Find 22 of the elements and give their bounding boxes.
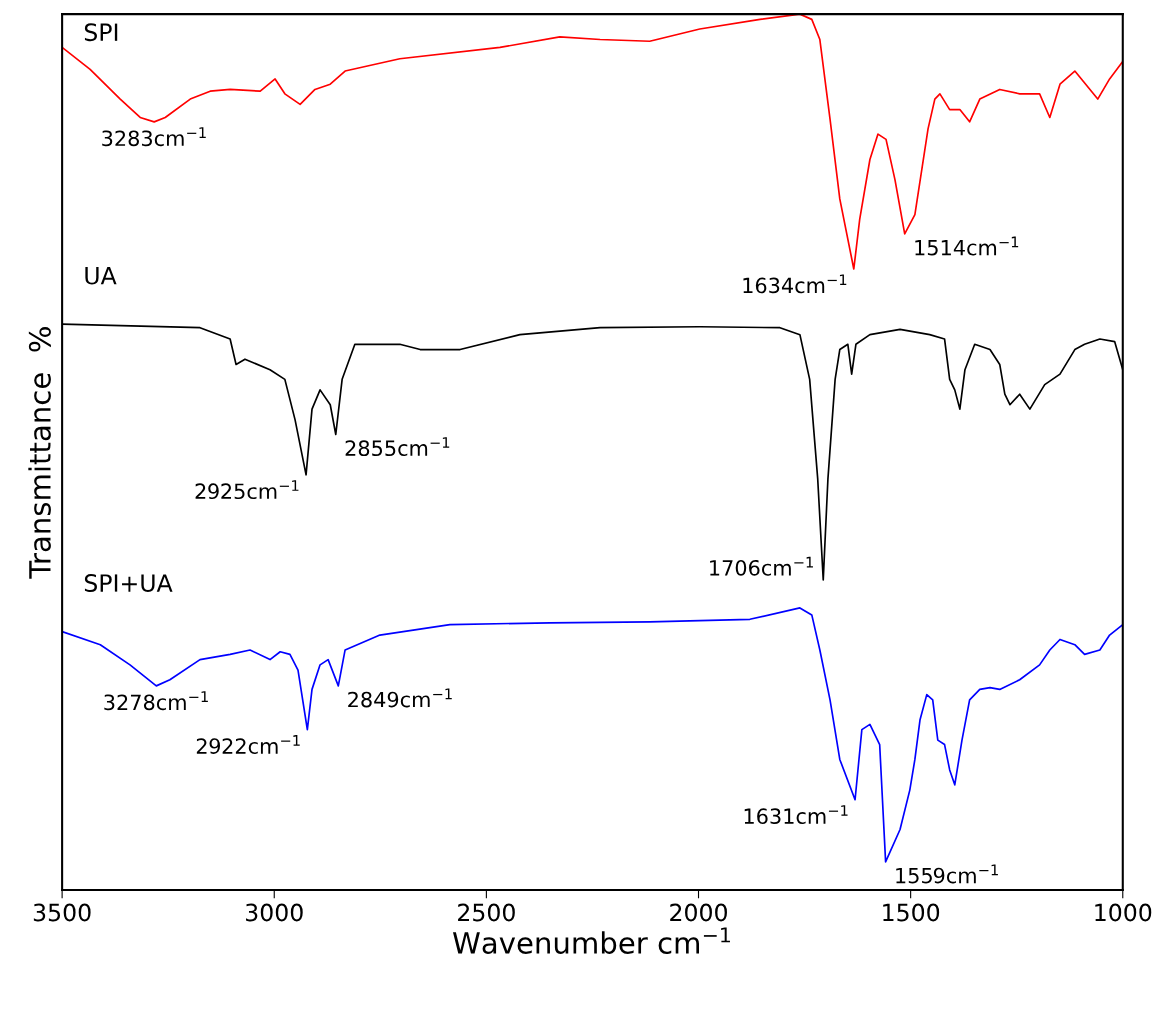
annotation: 1706cm$^{−1}$ — [710, 556, 813, 576]
x-tick-label: 1000 — [1095, 903, 1152, 922]
annotation: 1634cm$^{−1}$ — [743, 274, 847, 294]
annotation: 2849cm$^{−1}$ — [348, 688, 452, 708]
x-axis-title: Wavenumber cm$^{−1}$ — [452, 927, 730, 954]
y-axis-title: Transmittance % — [28, 327, 51, 579]
x-tick-label: 2000 — [670, 903, 727, 922]
annotation: 2855cm$^{−1}$ — [345, 437, 450, 457]
series-label: SPI+UA — [84, 574, 173, 592]
annotation: 1559cm$^{−1}$ — [896, 864, 998, 884]
x-tick-label: 2500 — [458, 903, 515, 922]
annotation: 3278cm$^{−1}$ — [104, 691, 208, 711]
annotation: 1514cm$^{−1}$ — [915, 236, 1019, 256]
x-tick-label: 3500 — [33, 903, 91, 922]
annotation: 1631cm$^{−1}$ — [744, 805, 848, 825]
series-label: SPI — [84, 23, 118, 42]
annotation: 2922cm$^{−1}$ — [196, 735, 300, 754]
x-tick-label: 1500 — [883, 903, 940, 922]
x-tick-label: 3000 — [246, 903, 303, 922]
series-label: UA — [85, 267, 117, 285]
annotation: 2925cm$^{−1}$ — [195, 480, 299, 500]
annotation: 3283cm$^{−1}$ — [102, 127, 206, 147]
